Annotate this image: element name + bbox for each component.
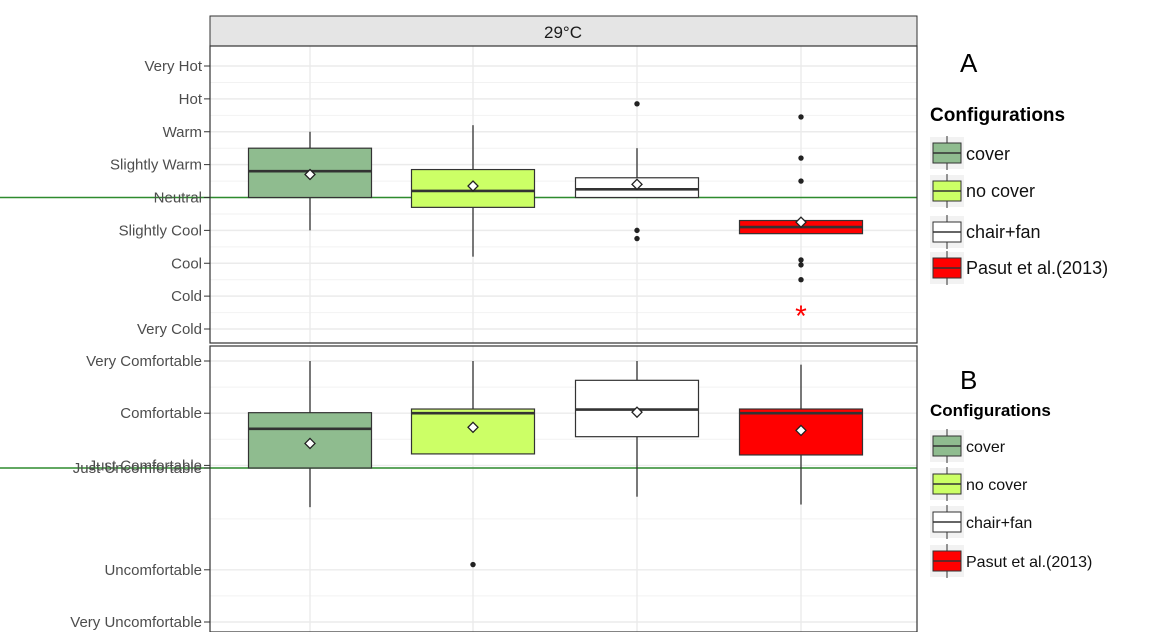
outlier-point-chair-fan xyxy=(634,235,640,242)
y-tick-label-just-comfortable: Just Comfortable xyxy=(89,457,202,474)
outlier-point-pasut-et-al-2013 xyxy=(798,276,804,283)
legend-a-label-cover: cover xyxy=(966,144,1010,164)
legend-b-title: Configurations xyxy=(930,401,1051,420)
outlier-point-pasut-et-al-2013 xyxy=(798,114,804,120)
mean-marker-pasut-et-al-2013 xyxy=(795,424,807,437)
legend-a-label-chair-fan: chair+fan xyxy=(966,222,1041,242)
y-tick-label-slightly-warm: Slightly Warm xyxy=(110,157,202,174)
outlier-point-chair-fan xyxy=(634,101,640,107)
outlier-point-pasut-et-al-2013 xyxy=(798,155,804,161)
panel-a-tag: A xyxy=(960,48,978,78)
y-tick-label-slightly-cool: Slightly Cool xyxy=(119,222,202,239)
outlier-point-pasut-et-al-2013 xyxy=(798,262,804,268)
mean-marker-chair-fan xyxy=(631,406,643,419)
legend-b-label-chair-fan: chair+fan xyxy=(966,515,1032,532)
y-tick-label-cool: Cool xyxy=(171,255,202,272)
panel-a: Very Hot Hot Warm Slightly Warm Neutral Sligh… xyxy=(0,45,918,344)
legend-a-label-no-cover: no cover xyxy=(966,181,1035,201)
y-tick-label-neutral: Neutral xyxy=(154,190,202,207)
legend-a-title: Configurations xyxy=(930,105,1065,126)
panel-b: Very Comfortable Comfortable Just Comforta… xyxy=(0,345,918,632)
outlier-point-pasut-et-al-2013 xyxy=(798,257,804,263)
outlier-point-no-cover xyxy=(470,561,476,568)
mean-marker-cover xyxy=(304,437,316,450)
y-tick-label-very-hot: Very Hot xyxy=(144,58,202,75)
outlier-point-chair-fan xyxy=(634,227,640,234)
mean-marker-cover xyxy=(304,168,316,181)
mean-marker-no-cover xyxy=(467,421,479,434)
panel-b-background xyxy=(210,346,917,632)
legend-b-label-no-cover: no cover xyxy=(966,477,1028,494)
y-tick-label-hot: Hot xyxy=(179,91,203,108)
panel-b-tag: B xyxy=(960,365,977,395)
legend-b-label-pasut: Pasut et al.(2013) xyxy=(966,554,1092,571)
y-tick-label-very-comfortable: Very Comfortable xyxy=(86,353,202,370)
legend-b-label-cover: cover xyxy=(966,439,1006,456)
legend-b: cover no cover chair+fan Pasut et al.(20… xyxy=(930,429,1092,578)
strip-background xyxy=(209,15,918,47)
outlier-point-pasut-et-al-2013 xyxy=(798,178,804,184)
y-tick-label-very-uncomfortable: Very Uncomfortable xyxy=(70,614,202,631)
mean-marker-no-cover xyxy=(467,180,479,192)
mean-marker-chair-fan xyxy=(631,178,643,191)
mean-marker-pasut-et-al-2013 xyxy=(795,216,807,229)
y-tick-label-uncomfortable: Uncomfortable xyxy=(104,562,202,579)
legend-a-label-pasut: Pasut et al.(2013) xyxy=(966,258,1108,278)
panel-a-border xyxy=(209,45,918,344)
panel-b-border xyxy=(209,345,918,632)
significance-asterisk: * xyxy=(795,300,807,333)
y-tick-label-comfortable: Comfortable xyxy=(120,405,202,422)
y-tick-label-warm: Warm xyxy=(163,124,202,141)
y-tick-label-cold: Cold xyxy=(171,288,202,305)
strip-label: 29°C xyxy=(544,23,582,42)
y-tick-label-very-cold: Very Cold xyxy=(137,321,202,338)
legend-a: cover no cover chair+fan Pasut et al.(20… xyxy=(930,136,1108,285)
y-tick-label-just-uncomfortable: Just Uncomfortable xyxy=(73,460,202,477)
